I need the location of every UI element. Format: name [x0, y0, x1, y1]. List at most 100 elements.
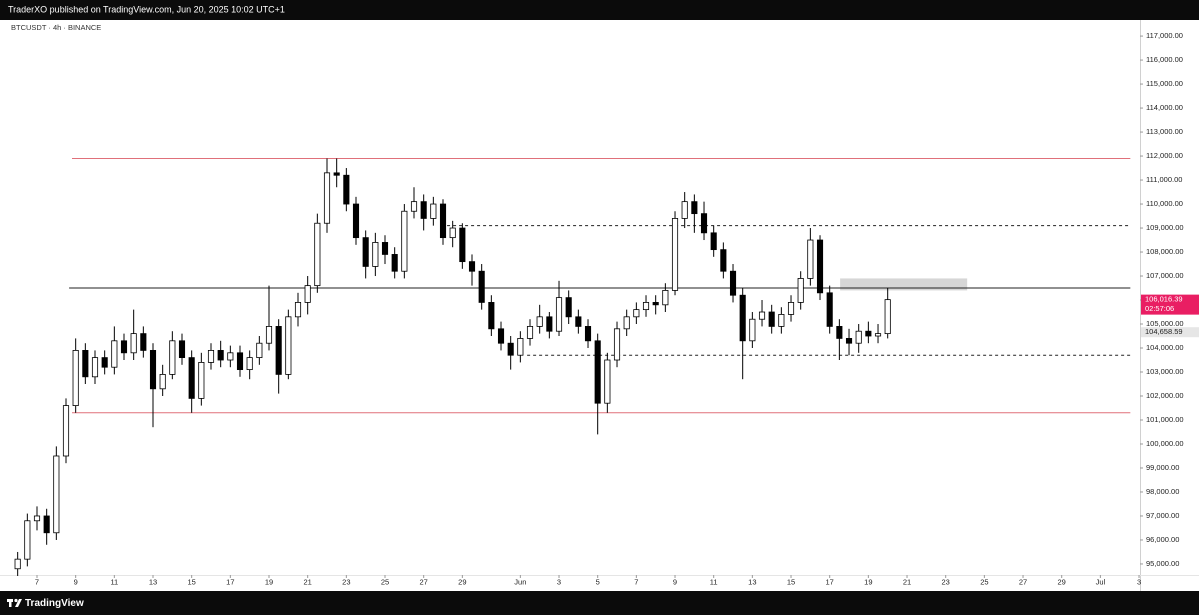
candle-body: [159, 374, 166, 390]
candle-body: [594, 340, 601, 404]
candle-body: [227, 352, 234, 361]
x-tick-label: 15: [188, 577, 196, 586]
candle-body: [613, 328, 621, 361]
x-tick-label: 15: [787, 577, 795, 586]
candle-body: [681, 201, 688, 219]
y-tick-label: 95,000.00: [1146, 559, 1179, 568]
candle-body: [749, 318, 756, 342]
candle-body: [459, 227, 466, 263]
candle-body: [391, 254, 398, 272]
zone: [840, 278, 968, 291]
candle-body: [623, 316, 630, 330]
candle-body: [700, 213, 708, 234]
candle-body: [14, 558, 21, 570]
x-tick-label: 29: [1058, 577, 1066, 586]
x-tick-label: Jul: [1096, 577, 1106, 586]
y-tick-label: 105,000.00: [1146, 319, 1184, 328]
y-tick-label: 103,000.00: [1146, 367, 1184, 376]
candle-body: [120, 340, 128, 354]
candle-body: [333, 172, 340, 176]
candle-body: [787, 302, 795, 315]
x-tick-label: 7: [35, 577, 39, 586]
candle-body: [865, 330, 872, 337]
candle-body: [236, 352, 244, 371]
candle-body: [565, 297, 572, 318]
candle-body: [449, 227, 456, 239]
footer-brand: TradingView: [25, 598, 84, 609]
candle-body: [33, 515, 41, 522]
y-tick-label: 96,000.00: [1146, 535, 1179, 544]
candle-body: [768, 311, 775, 327]
candle-body: [546, 316, 553, 332]
candle-body: [410, 201, 418, 212]
candle-body: [24, 520, 31, 560]
candle-body: [362, 237, 369, 267]
header-bar: [0, 0, 1199, 20]
x-tick-label: 19: [864, 577, 872, 586]
candle-body: [710, 232, 717, 251]
y-tick-label: 100,000.00: [1146, 439, 1184, 448]
candle-body: [178, 340, 186, 359]
candle-body: [323, 172, 331, 224]
x-tick-label: 27: [1019, 577, 1027, 586]
candle-body: [507, 342, 514, 356]
candle-body: [497, 328, 505, 344]
candle-body: [729, 270, 737, 296]
candle-body: [816, 239, 824, 294]
candle-body: [526, 326, 534, 339]
candle-body: [420, 201, 427, 219]
x-tick-label: 7: [634, 577, 638, 586]
y-tick-label: 99,000.00: [1146, 463, 1179, 472]
x-tick-label: 21: [903, 577, 911, 586]
candle-body: [372, 242, 379, 267]
candle-body: [517, 338, 524, 356]
candle-body: [807, 239, 814, 279]
candle-body: [642, 302, 650, 311]
candle-body: [633, 309, 640, 318]
x-tick-label: 13: [149, 577, 157, 586]
x-tick-label: 9: [673, 577, 677, 586]
candle-body: [149, 350, 157, 390]
y-tick-label: 111,000.00: [1146, 175, 1182, 184]
candle-body: [217, 350, 224, 361]
y-tick-label: 102,000.00: [1146, 391, 1184, 400]
x-tick-label: 3: [557, 577, 561, 586]
x-tick-label: 17: [826, 577, 834, 586]
candle-body: [140, 333, 147, 351]
candle-body: [198, 362, 205, 399]
y-tick-label: 117,000.00: [1146, 31, 1183, 40]
y-tick-label: 101,000.00: [1146, 415, 1184, 424]
candle-body: [575, 316, 582, 327]
y-tick-label: 97,000.00: [1146, 511, 1179, 520]
candle-body: [43, 515, 50, 534]
candle-body: [188, 357, 195, 399]
candle-body: [111, 340, 118, 368]
candle-body: [265, 326, 273, 344]
candle-body: [874, 333, 882, 337]
x-tick-label: 29: [458, 577, 466, 586]
y-tick-label: 114,000.00: [1146, 103, 1183, 112]
candle-body: [855, 330, 862, 344]
candle-body: [352, 203, 360, 239]
candle-body: [275, 326, 282, 375]
x-tick-label: 23: [942, 577, 950, 586]
x-tick-label: 11: [710, 577, 718, 586]
y-tick-label: 116,000.00: [1146, 55, 1183, 64]
price-tag: [1141, 294, 1199, 315]
x-tick-label: 5: [596, 577, 600, 586]
price-tag: [1141, 327, 1199, 338]
candle-body: [845, 338, 853, 344]
candle-body: [314, 222, 321, 287]
candle-body: [82, 350, 89, 378]
y-tick-label: 115,000.00: [1146, 79, 1183, 88]
candle-body: [691, 201, 698, 215]
header-text: TraderXO published on TradingView.com, J…: [8, 4, 285, 14]
candle-body: [72, 350, 79, 406]
y-tick-label: 108,000.00: [1146, 247, 1184, 256]
footer-logo: [7, 598, 22, 607]
candle-body: [256, 342, 263, 359]
candle-body: [207, 350, 215, 363]
footer-bar: [0, 591, 1199, 615]
